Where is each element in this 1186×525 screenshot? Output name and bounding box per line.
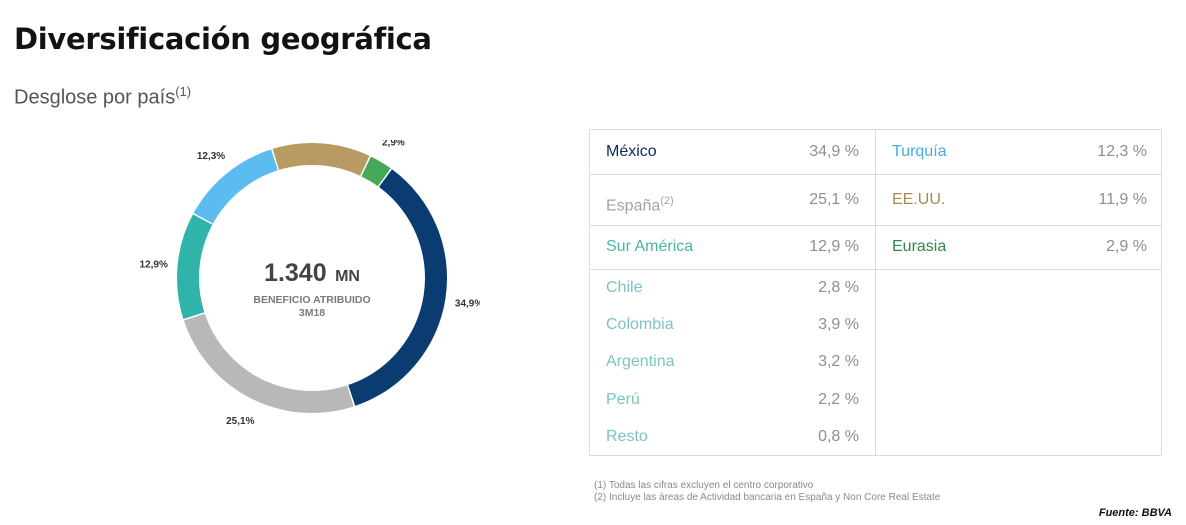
footnote-2: (2) Incluye las áreas de Actividad banca… xyxy=(594,492,941,503)
country-name-south-america: Sur América xyxy=(606,238,694,255)
country-value-spain: 25,1 % xyxy=(809,191,859,208)
center-value: 1.340 MN xyxy=(264,259,360,287)
sub-country-name-chile: Chile xyxy=(606,279,643,296)
country-name-usa: EE.UU. xyxy=(892,191,946,208)
row-divider xyxy=(590,174,1161,175)
country-breakdown-table: México 34,9 % España(2) 25,1 % Sur Améri… xyxy=(589,129,1162,456)
donut-slice xyxy=(272,143,370,176)
column-divider xyxy=(875,130,876,455)
country-value-usa: 11,9 % xyxy=(1098,191,1147,208)
sub-country-value-peru: 2,2 % xyxy=(818,391,859,408)
sub-country-name-rest: Resto xyxy=(606,428,648,445)
donut-slice-label: 34,9% xyxy=(455,298,480,309)
donut-slice xyxy=(193,149,278,224)
source-note: Fuente: BBVA xyxy=(1098,507,1172,519)
country-value-mexico: 34,9 % xyxy=(809,143,859,160)
donut-slice xyxy=(177,214,213,319)
sub-country-value-colombia: 3,9 % xyxy=(818,316,859,333)
sub-country-name-argentina: Argentina xyxy=(606,353,675,370)
sub-country-value-rest: 0,8 % xyxy=(818,428,859,445)
donut-chart: 34,9%25,1%12,9%12,3%11,9%2,9% 1.340 MN B… xyxy=(140,140,480,427)
sub-country-name-colombia: Colombia xyxy=(606,316,674,333)
country-name-mexico: México xyxy=(606,143,657,160)
spain-footnote-ref: (2) xyxy=(660,195,674,207)
center-period: 3M18 xyxy=(299,307,325,319)
page-title: Diversificación geográfica xyxy=(14,22,432,56)
donut-slice-label: 25,1% xyxy=(226,416,254,427)
country-value-turkey: 12,3 % xyxy=(1097,143,1147,160)
subtitle-text: Desglose por país xyxy=(14,86,176,109)
country-name-spain: España(2) xyxy=(606,195,674,215)
sub-country-value-chile: 2,8 % xyxy=(818,279,859,296)
donut-slice-label: 12,3% xyxy=(197,151,225,162)
country-value-south-america: 12,9 % xyxy=(809,238,859,255)
sub-country-name-peru: Perú xyxy=(606,391,640,408)
center-value-number: 1.340 xyxy=(264,259,327,287)
donut-slices xyxy=(177,143,448,413)
footnotes: (1) Todas las cifras excluyen el centro … xyxy=(594,480,940,504)
donut-slice-labels: 34,9%25,1%12,9%12,3%11,9%2,9% xyxy=(140,140,480,427)
donut-slice xyxy=(361,156,391,187)
footnote-1: (1) Todas las cifras excluyen el centro … xyxy=(594,480,814,491)
center-label: BENEFICIO ATRIBUIDO xyxy=(253,294,370,306)
country-name-eurasia: Eurasia xyxy=(892,238,947,255)
row-divider xyxy=(590,225,1161,226)
country-value-eurasia: 2,9 % xyxy=(1106,238,1147,255)
page-subtitle: Desglose por país(1) xyxy=(14,84,191,110)
sub-country-value-argentina: 3,2 % xyxy=(818,353,859,370)
donut-slice-label: 2,9% xyxy=(382,140,405,148)
country-name-turkey: Turquía xyxy=(892,143,947,160)
donut-slice xyxy=(183,313,354,413)
row-divider xyxy=(590,269,1161,270)
subtitle-footnote-ref: (1) xyxy=(175,84,192,99)
donut-slice-label: 12,9% xyxy=(140,260,168,271)
donut-slice xyxy=(348,169,448,406)
center-value-unit: MN xyxy=(335,268,360,285)
